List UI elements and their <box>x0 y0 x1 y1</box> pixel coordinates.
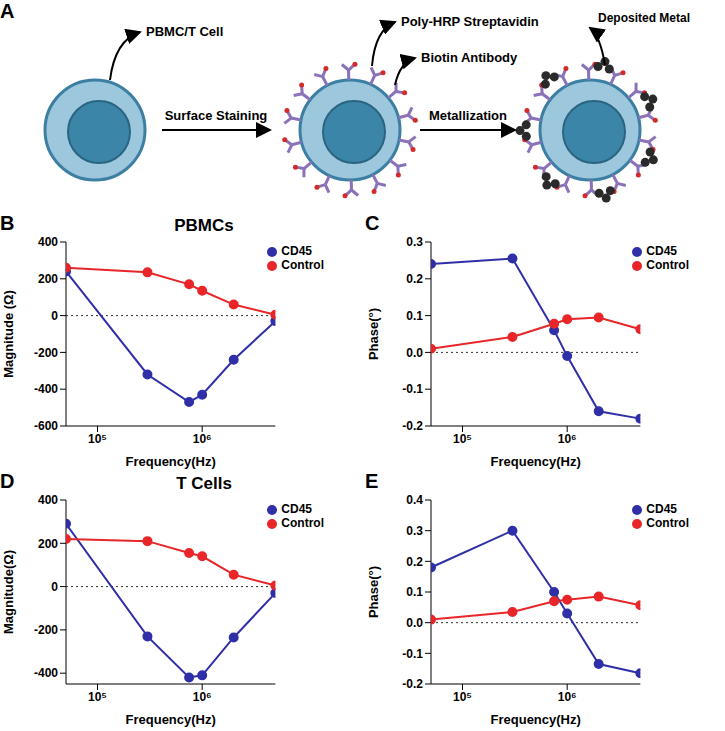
svg-text:0.1: 0.1 <box>406 585 423 599</box>
svg-text:400: 400 <box>38 235 58 249</box>
svg-text:Poly-HRP Streptavidin: Poly-HRP Streptavidin <box>401 14 539 29</box>
svg-text:0.0: 0.0 <box>406 616 423 630</box>
html-text:CD45: CD45 <box>281 244 312 258</box>
html-text:CD45: CD45 <box>646 502 677 516</box>
svg-text:10⁵: 10⁵ <box>453 690 472 704</box>
svg-text:-200: -200 <box>34 346 58 360</box>
svg-text:Biotin Antibody: Biotin Antibody <box>421 50 518 65</box>
html-text:CD45: CD45 <box>646 244 677 258</box>
svg-text:-400: -400 <box>34 666 58 680</box>
svg-text:PBMC/T Cell: PBMC/T Cell <box>146 24 223 39</box>
svg-text:10⁶: 10⁶ <box>193 690 212 704</box>
svg-text:0: 0 <box>51 580 58 594</box>
svg-text:10⁶: 10⁶ <box>558 690 577 704</box>
svg-text:-0.2: -0.2 <box>402 419 423 433</box>
svg-text:-0.1: -0.1 <box>402 382 423 396</box>
html-text:B: B <box>0 212 15 234</box>
html-text:T Cells: T Cells <box>176 474 232 493</box>
svg-text:Magnitude (Ω): Magnitude (Ω) <box>1 290 16 378</box>
svg-text:0.2: 0.2 <box>406 555 423 569</box>
html-text:Control: Control <box>281 258 324 272</box>
svg-text:0.3: 0.3 <box>406 524 423 538</box>
html-text:CD45: CD45 <box>281 502 312 516</box>
svg-text:10⁶: 10⁶ <box>193 432 212 446</box>
svg-text:0.4: 0.4 <box>406 493 423 507</box>
html-text:C: C <box>365 212 380 234</box>
svg-text:0.2: 0.2 <box>406 272 423 286</box>
svg-text:Frequency(Hz): Frequency(Hz) <box>126 454 216 469</box>
svg-text:-600: -600 <box>34 419 58 433</box>
svg-text:Surface Staining: Surface Staining <box>165 108 268 123</box>
html-text:Control: Control <box>646 516 689 530</box>
svg-text:Deposited Metal: Deposited Metal <box>598 11 690 25</box>
svg-text:0.0: 0.0 <box>406 346 423 360</box>
html-text:E: E <box>365 470 379 492</box>
svg-text:0.1: 0.1 <box>406 309 423 323</box>
svg-text:Metallization: Metallization <box>429 108 507 123</box>
svg-text:200: 200 <box>38 537 58 551</box>
svg-text:-400: -400 <box>34 382 58 396</box>
svg-text:10⁵: 10⁵ <box>88 432 107 446</box>
svg-text:Magnitude(Ω): Magnitude(Ω) <box>1 550 16 634</box>
svg-text:Frequency(Hz): Frequency(Hz) <box>126 712 216 727</box>
svg-text:10⁶: 10⁶ <box>558 432 577 446</box>
svg-text:-0.2: -0.2 <box>402 677 423 691</box>
svg-text:10⁵: 10⁵ <box>88 690 107 704</box>
svg-text:0.3: 0.3 <box>406 235 423 249</box>
svg-text:-0.1: -0.1 <box>402 647 423 661</box>
html-text:D: D <box>0 470 15 492</box>
svg-text:Phase(°): Phase(°) <box>366 566 381 618</box>
svg-text:Phase(°): Phase(°) <box>366 308 381 360</box>
svg-text:Frequency(Hz): Frequency(Hz) <box>491 712 581 727</box>
html-text:Control: Control <box>646 258 689 272</box>
html-text:PBMCs: PBMCs <box>174 216 234 235</box>
svg-text:Frequency(Hz): Frequency(Hz) <box>491 454 581 469</box>
svg-text:200: 200 <box>38 272 58 286</box>
html-text:Control: Control <box>281 516 324 530</box>
svg-text:10⁵: 10⁵ <box>453 432 472 446</box>
html-text:A: A <box>0 0 15 22</box>
svg-text:0: 0 <box>51 309 58 323</box>
svg-text:400: 400 <box>38 493 58 507</box>
svg-text:-200: -200 <box>34 623 58 637</box>
